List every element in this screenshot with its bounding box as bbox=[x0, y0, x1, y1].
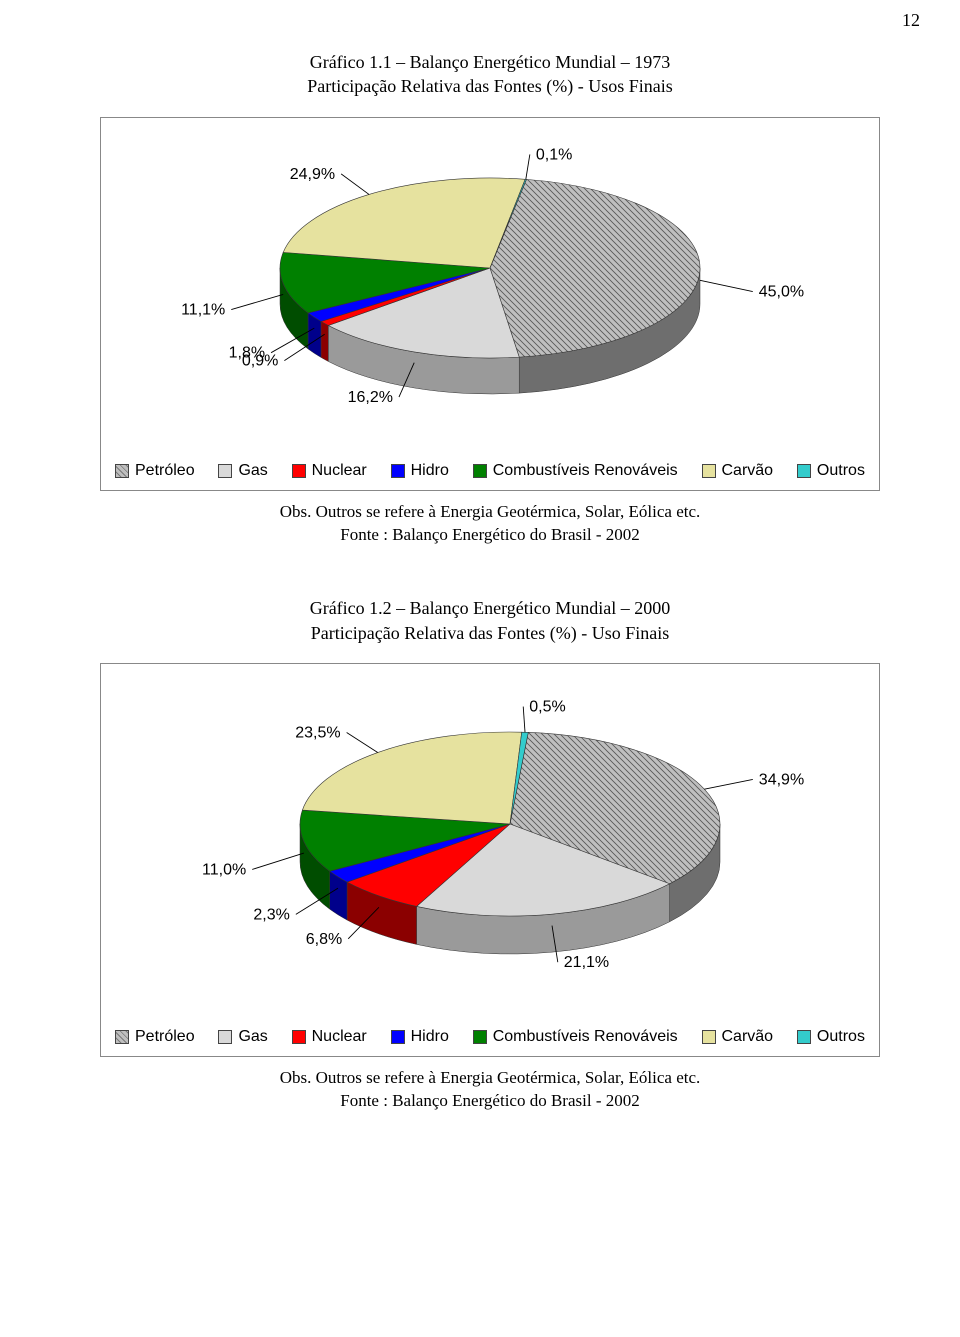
legend-label: Outros bbox=[817, 1028, 865, 1046]
slice-label: 34,9% bbox=[759, 771, 804, 788]
legend-swatch bbox=[391, 1030, 405, 1044]
legend-swatch bbox=[702, 464, 716, 478]
legend-swatch bbox=[218, 1030, 232, 1044]
leader-line bbox=[700, 280, 753, 291]
leader-line bbox=[347, 733, 378, 753]
legend-label: Outros bbox=[817, 462, 865, 480]
legend-label: Carvão bbox=[722, 1028, 774, 1046]
chart2-title: Gráfico 1.2 – Balanço Energético Mundial… bbox=[100, 596, 880, 645]
slice-label: 23,5% bbox=[295, 725, 340, 742]
slice-label: 24,9% bbox=[290, 165, 335, 182]
chart1-title-line1: Gráfico 1.1 – Balanço Energético Mundial… bbox=[310, 52, 671, 72]
slice-label: 0,1% bbox=[536, 146, 572, 163]
legend-item: Gas bbox=[218, 462, 267, 480]
leader-line bbox=[526, 154, 530, 179]
legend-label: Hidro bbox=[411, 462, 449, 480]
chart2-title-line1: Gráfico 1.2 – Balanço Energético Mundial… bbox=[310, 598, 671, 618]
pie-side bbox=[321, 321, 328, 361]
legend-item: Petróleo bbox=[115, 1028, 195, 1046]
legend-label: Nuclear bbox=[312, 1028, 367, 1046]
legend-item: Hidro bbox=[391, 462, 449, 480]
legend-label: Combustíveis Renováveis bbox=[493, 1028, 678, 1046]
legend-item: Gas bbox=[218, 1028, 267, 1046]
chart2-pie: 34,9% 21,1% 6,8% 2,3% 11,0% 23,5% 0,5% bbox=[120, 684, 860, 1024]
legend-label: Hidro bbox=[411, 1028, 449, 1046]
legend-item: Nuclear bbox=[292, 1028, 367, 1046]
pie-slice bbox=[283, 178, 525, 268]
legend-label: Petróleo bbox=[135, 462, 195, 480]
legend-item: Combustíveis Renováveis bbox=[473, 462, 678, 480]
legend-item: Petróleo bbox=[115, 462, 195, 480]
chart2-title-line2: Participação Relativa das Fontes (%) - U… bbox=[311, 623, 669, 643]
legend-swatch bbox=[292, 464, 306, 478]
chart1-caption-line2: Fonte : Balanço Energético do Brasil - 2… bbox=[340, 525, 639, 544]
slice-label: 6,8% bbox=[306, 931, 342, 948]
slice-label: 11,1% bbox=[181, 301, 225, 318]
leader-line bbox=[341, 173, 369, 194]
legend-swatch bbox=[702, 1030, 716, 1044]
page-number: 12 bbox=[902, 10, 920, 31]
legend-swatch bbox=[292, 1030, 306, 1044]
legend-label: Combustíveis Renováveis bbox=[493, 462, 678, 480]
legend-label: Petróleo bbox=[135, 1028, 195, 1046]
legend-swatch bbox=[391, 464, 405, 478]
leader-line bbox=[231, 294, 283, 309]
legend-item: Hidro bbox=[391, 1028, 449, 1046]
legend-swatch bbox=[115, 1030, 129, 1044]
slice-label: 1,8% bbox=[229, 344, 265, 361]
chart2-caption-line2: Fonte : Balanço Energético do Brasil - 2… bbox=[340, 1091, 639, 1110]
chart1-frame: 45,0%16,2%0,9%1,8%11,1%24,9%0,1% Petróle… bbox=[100, 117, 880, 491]
legend-swatch bbox=[797, 1030, 811, 1044]
chart2-caption: Obs. Outros se refere à Energia Geotérmi… bbox=[100, 1067, 880, 1113]
slice-label: 21,1% bbox=[564, 954, 609, 971]
chart1-caption-line1: Obs. Outros se refere à Energia Geotérmi… bbox=[280, 502, 701, 521]
legend-swatch bbox=[115, 464, 129, 478]
legend-item: Combustíveis Renováveis bbox=[473, 1028, 678, 1046]
slice-label: 2,3% bbox=[253, 906, 289, 923]
slice-label: 16,2% bbox=[348, 389, 393, 406]
chart1-title: Gráfico 1.1 – Balanço Energético Mundial… bbox=[100, 50, 880, 99]
leader-line bbox=[704, 779, 752, 789]
legend-label: Gas bbox=[238, 462, 267, 480]
leader-line bbox=[252, 853, 304, 869]
legend-label: Nuclear bbox=[312, 462, 367, 480]
slice-label: 45,0% bbox=[759, 283, 804, 300]
legend-label: Carvão bbox=[722, 462, 774, 480]
legend-item: Outros bbox=[797, 1028, 865, 1046]
legend-swatch bbox=[473, 464, 487, 478]
legend-swatch bbox=[473, 1030, 487, 1044]
legend-swatch bbox=[218, 464, 232, 478]
chart2-caption-line1: Obs. Outros se refere à Energia Geotérmi… bbox=[280, 1068, 701, 1087]
legend-label: Gas bbox=[238, 1028, 267, 1046]
legend-item: Carvão bbox=[702, 1028, 774, 1046]
chart2-legend: Petróleo Gas Nuclear Hidro Combustíveis Reno… bbox=[111, 1024, 869, 1046]
legend-item: Outros bbox=[797, 462, 865, 480]
chart2-frame: 34,9% 21,1% 6,8% 2,3% 11,0% 23,5% 0,5% Petróle… bbox=[100, 663, 880, 1057]
legend-item: Nuclear bbox=[292, 462, 367, 480]
chart1-legend: Petróleo Gas Nuclear Hidro Combustíveis Reno… bbox=[111, 458, 869, 480]
chart1-pie: 45,0%16,2%0,9%1,8%11,1%24,9%0,1% bbox=[120, 138, 860, 458]
legend-item: Carvão bbox=[702, 462, 774, 480]
chart1-title-line2: Participação Relativa das Fontes (%) - U… bbox=[307, 76, 672, 96]
slice-label: 0,5% bbox=[529, 699, 565, 716]
pie-slice bbox=[302, 732, 521, 824]
legend-swatch bbox=[797, 464, 811, 478]
chart1-caption: Obs. Outros se refere à Energia Geotérmi… bbox=[100, 501, 880, 547]
slice-label: 11,0% bbox=[202, 862, 246, 879]
leader-line bbox=[523, 707, 525, 733]
